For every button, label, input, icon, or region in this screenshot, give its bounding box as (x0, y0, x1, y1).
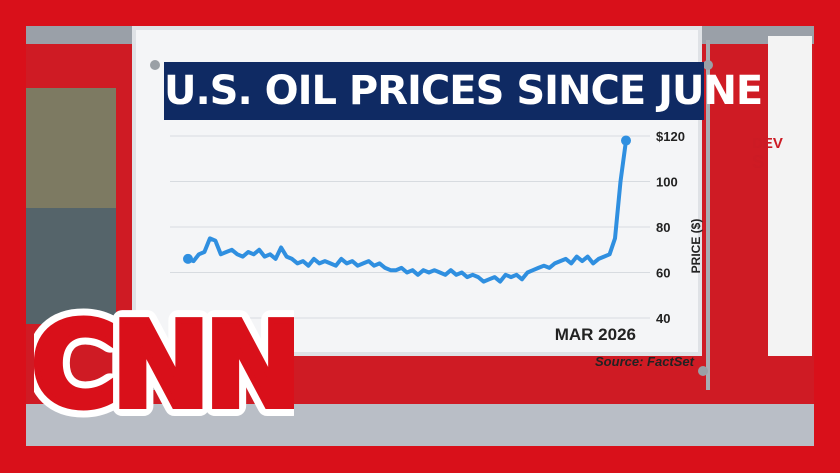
cnn-logo: CNN CNN (34, 300, 294, 420)
cnn-logo-text: CNN (34, 300, 294, 420)
bolt-icon (698, 366, 708, 376)
chart-title-bar (164, 62, 704, 120)
x-tick-end: MAR 2026 (555, 325, 636, 344)
studio-floor (26, 404, 814, 446)
y-tick-label: 100 (656, 175, 678, 190)
chart-source: Source: FactSet (595, 354, 695, 369)
bolt-icon (703, 60, 713, 70)
bolt-icon (150, 60, 160, 70)
side-panel (768, 36, 812, 356)
y-tick-labels: 40 60 80 100 $120 (656, 129, 685, 326)
side-panel-text: DEV S (752, 135, 783, 171)
chart-grid (170, 135, 650, 319)
chart-title: U.S. OIL PRICES SINCE JUNE (164, 68, 763, 114)
y-tick-label: 80 (656, 220, 670, 235)
x-tick-start: JUNE (170, 325, 215, 344)
cnn-logo-text-fill: CNN (34, 300, 294, 420)
map-land (26, 88, 116, 208)
y-tick-label: 40 (656, 311, 670, 326)
side-text-line-1: DEV (752, 135, 783, 152)
map-screen (26, 88, 116, 324)
y-tick-label: $120 (656, 129, 685, 144)
support-pole-right (706, 40, 710, 390)
y-tick-label: 60 (656, 266, 670, 281)
y-axis-label: PRICE ($) (689, 219, 703, 274)
series-start-point (183, 253, 193, 264)
series-line (186, 138, 628, 284)
series-end-point (621, 135, 631, 146)
side-text-line-2: S (752, 152, 765, 172)
